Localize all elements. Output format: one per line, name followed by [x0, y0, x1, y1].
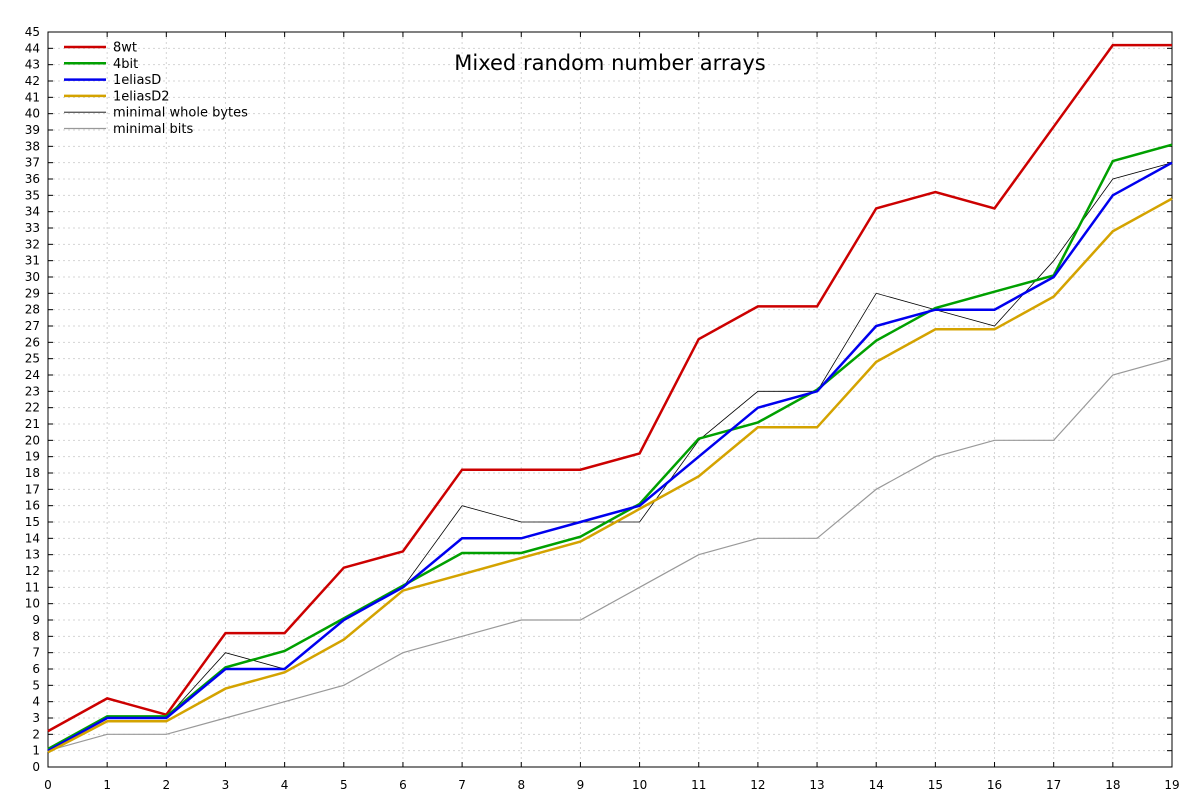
- x-tick-label: 9: [577, 778, 585, 792]
- x-tick-label: 11: [691, 778, 706, 792]
- series-lines: [47, 43, 1173, 754]
- series-line-1eliasd2: [47, 197, 1173, 754]
- y-tick-label: 5: [32, 678, 40, 692]
- y-tick-label: 45: [25, 25, 40, 39]
- y-tick-label: 33: [25, 221, 40, 235]
- y-tick-label: 43: [25, 58, 40, 72]
- x-tick-label: 7: [458, 778, 466, 792]
- y-tick-label: 39: [25, 123, 40, 137]
- y-tick-label: 22: [25, 401, 40, 415]
- y-tick-label: 17: [25, 482, 40, 496]
- x-tick-label: 2: [162, 778, 170, 792]
- series-line-4bit: [47, 143, 1173, 751]
- x-tick-label: 6: [399, 778, 407, 792]
- y-tick-label: 26: [25, 335, 40, 349]
- x-tick-label: 14: [869, 778, 884, 792]
- y-tick-label: 31: [25, 254, 40, 268]
- x-tick-label: 17: [1046, 778, 1061, 792]
- y-tick-label: 36: [25, 172, 40, 186]
- y-tick-label: 10: [25, 597, 40, 611]
- y-tick-label: 6: [32, 662, 40, 676]
- y-tick-label: 1: [32, 744, 40, 758]
- y-tick-label: 12: [25, 564, 40, 578]
- x-tick-label: 18: [1105, 778, 1120, 792]
- y-tick-label: 11: [25, 580, 40, 594]
- y-axis-ticks: 0123456789101112131415161718192021222324…: [25, 25, 1172, 774]
- chart-title: Mixed random number arrays: [454, 51, 765, 75]
- y-tick-label: 40: [25, 107, 40, 121]
- y-tick-label: 44: [25, 41, 40, 55]
- y-tick-label: 0: [32, 760, 40, 774]
- legend-label: 1eliasD: [113, 73, 161, 88]
- legend-label: minimal bits: [113, 122, 193, 137]
- x-tick-label: 5: [340, 778, 348, 792]
- x-tick-label: 12: [750, 778, 765, 792]
- x-tick-label: 13: [809, 778, 824, 792]
- y-tick-label: 23: [25, 384, 40, 398]
- y-tick-label: 34: [25, 205, 40, 219]
- y-tick-label: 29: [25, 286, 40, 300]
- x-tick-label: 10: [632, 778, 647, 792]
- y-tick-label: 18: [25, 466, 40, 480]
- y-tick-label: 30: [25, 270, 40, 284]
- y-tick-label: 7: [32, 646, 40, 660]
- x-axis-ticks: 0 1 2 3 4 5 6 7 8 9 10 11 12 13 14 15 16 17 18 19: [44, 32, 1180, 792]
- series-line-minimal-whole-bytes: [47, 162, 1173, 752]
- x-tick-label: 19: [1164, 778, 1179, 792]
- legend-label: minimal whole bytes: [113, 106, 248, 121]
- y-tick-label: 38: [25, 139, 40, 153]
- plot-frame: [47, 31, 1173, 768]
- grid-lines: [48, 32, 1172, 767]
- y-tick-label: 28: [25, 303, 40, 317]
- y-tick-label: 35: [25, 188, 40, 202]
- legend-label: 4bit: [113, 57, 138, 72]
- x-tick-label: 8: [517, 778, 525, 792]
- series-line-8wt: [47, 43, 1172, 733]
- y-tick-label: 4: [32, 695, 40, 709]
- y-tick-label: 8: [32, 629, 40, 643]
- y-tick-label: 3: [32, 711, 40, 725]
- y-tick-label: 37: [25, 156, 40, 170]
- x-tick-label: 1: [103, 778, 111, 792]
- y-tick-label: 32: [25, 237, 40, 251]
- x-tick-label: 4: [281, 778, 289, 792]
- y-tick-label: 9: [32, 613, 40, 627]
- y-tick-label: 15: [25, 515, 40, 529]
- y-tick-label: 27: [25, 319, 40, 333]
- x-tick-label: 3: [222, 778, 230, 792]
- series-line-1eliasd: [47, 161, 1173, 752]
- y-tick-label: 21: [25, 417, 40, 431]
- legend-label: 8wt: [113, 41, 137, 56]
- series-line-minimal-bits: [47, 358, 1173, 752]
- x-tick-label: 0: [44, 778, 52, 792]
- y-tick-label: 20: [25, 433, 40, 447]
- x-tick-label: 15: [928, 778, 943, 792]
- y-tick-label: 14: [25, 531, 40, 545]
- y-tick-label: 2: [32, 727, 40, 741]
- y-tick-label: 16: [25, 499, 40, 513]
- y-tick-label: 42: [25, 74, 40, 88]
- x-tick-label: 16: [987, 778, 1002, 792]
- y-tick-label: 24: [25, 368, 40, 382]
- legend-label: 1eliasD2: [113, 89, 170, 104]
- y-tick-label: 13: [25, 548, 40, 562]
- y-tick-label: 19: [25, 450, 40, 464]
- y-tick-label: 41: [25, 90, 40, 104]
- y-tick-label: 25: [25, 352, 40, 366]
